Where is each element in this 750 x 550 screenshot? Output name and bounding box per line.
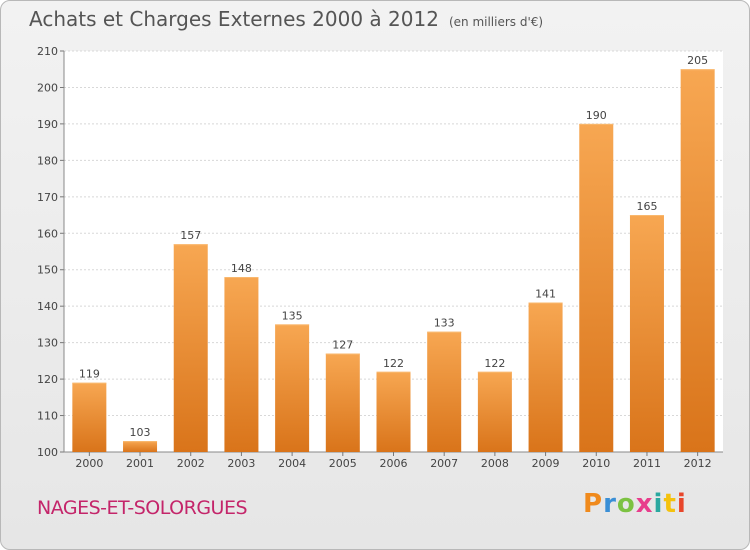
y-tick-label: 200 [37,81,58,94]
y-tick-label: 100 [37,446,58,459]
plot-area: 100 110 120 130 140 150 160 170 180 190 200 210 119 2… [37,45,723,470]
bar [275,324,310,452]
x-tick-label: 2010 [582,457,610,470]
logo-letter: i [676,489,687,519]
bar-value-label: 135 [282,309,303,322]
logo-letter: P [583,489,604,519]
x-tick-label: 2004 [278,457,306,470]
x-tick-label: 2009 [532,457,560,470]
bar [629,215,664,452]
chart-subtitle: (en milliers d'€) [448,15,544,29]
y-tick-label: 120 [37,373,58,386]
y-tick-label: 160 [37,227,58,240]
bar [123,441,158,452]
y-tick-label: 170 [37,191,58,204]
bar [224,277,259,452]
logo-letter: x [635,489,654,519]
bar [427,331,462,452]
x-tick-label: 2005 [329,457,357,470]
logo-letter: t [663,489,677,519]
bar [376,371,411,452]
bar [477,371,512,452]
logo-letter: i [653,489,664,519]
x-tick-label: 2006 [380,457,408,470]
bar [579,123,614,452]
x-tick-label: 2007 [430,457,458,470]
x-tick-label: 2008 [481,457,509,470]
y-tick-label: 140 [37,300,58,313]
x-tick-label: 2012 [684,457,712,470]
town-name: NAGES-ET-SOLORGUES [37,497,248,519]
bar-value-label: 103 [130,426,151,439]
bar [173,244,208,452]
y-tick-label: 190 [37,118,58,131]
bar-value-label: 205 [687,54,708,67]
title-text: Achats et Charges Externes 2000 à 2012 [29,7,439,31]
bar-value-label: 165 [636,200,657,213]
bar-value-label: 122 [484,357,505,370]
proxiti-logo: Proxiti [583,489,687,519]
x-tick-label: 2000 [75,457,103,470]
bar-value-label: 127 [332,339,353,352]
bar-value-label: 122 [383,357,404,370]
y-tick-label: 210 [37,45,58,58]
bar [72,382,107,452]
x-tick-label: 2011 [633,457,661,470]
bar-value-label: 133 [434,317,455,330]
chart-title: Achats et Charges Externes 2000 à 2012 (e… [29,7,543,31]
bar-value-label: 141 [535,288,556,301]
y-tick-label: 180 [37,154,58,167]
bar-value-label: 157 [180,229,201,242]
x-tick-label: 2001 [126,457,154,470]
logo-letter: r [603,489,617,519]
logo-letter: o [616,489,636,519]
y-tick-label: 150 [37,264,58,277]
bar-value-label: 148 [231,262,252,275]
x-tick-label: 2003 [227,457,255,470]
bar [680,69,715,453]
bar-value-label: 119 [79,368,100,381]
bar [528,302,563,452]
y-tick-label: 110 [37,410,58,423]
bar-value-label: 190 [586,109,607,122]
y-tick-label: 130 [37,337,58,350]
bar [325,353,360,452]
x-tick-label: 2002 [177,457,205,470]
